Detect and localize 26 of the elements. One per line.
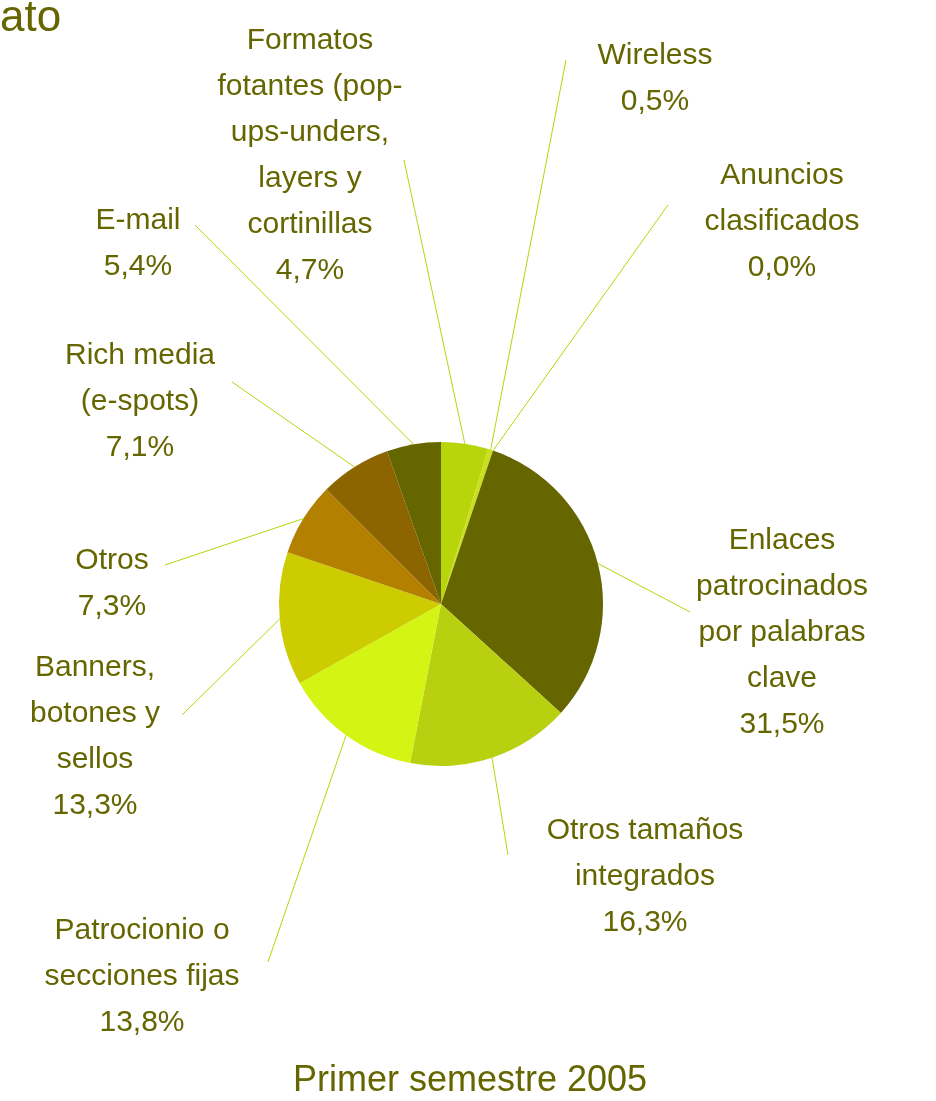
text: Primer semestre 2005 — [292, 1058, 648, 1099]
data-label: 4,7% — [275, 252, 345, 285]
pie-slice — [299, 604, 441, 764]
pie-slice — [287, 489, 441, 604]
text: 0,0% — [747, 249, 817, 282]
slice-label: Wireless — [597, 37, 713, 70]
pie-slice — [326, 451, 441, 604]
slice-label: Patrocionio o secciones fijas — [44, 912, 240, 991]
slice-label: Otros tamaños integrados — [546, 812, 744, 891]
data-label: 7,1% — [105, 429, 175, 462]
data-label: 31,5% — [739, 706, 825, 739]
slice-label: Otros — [75, 542, 149, 575]
slice-label: Formatos fotantes (pop-ups-unders, layers y cortinillas — [217, 22, 403, 239]
text: ato — [0, 0, 62, 40]
pie-slice — [279, 552, 441, 684]
data-label: 13,3% — [52, 787, 138, 820]
slice-label: Banners, botones y sellos — [29, 649, 161, 774]
data-label: 5,4% — [103, 248, 173, 281]
category-label: Anuncios clasificados — [704, 157, 860, 236]
data-label: 16,3% — [602, 904, 688, 937]
data-label: 0,5% — [620, 83, 690, 116]
data-label: 7,3% — [77, 588, 147, 621]
slice-label: Rich media (e-spots) — [64, 337, 216, 416]
slice-label: Enlaces patrocinados por palabras clave — [696, 522, 868, 693]
slice-label: E-mail — [95, 202, 181, 235]
data-label: 13,8% — [99, 1004, 185, 1037]
